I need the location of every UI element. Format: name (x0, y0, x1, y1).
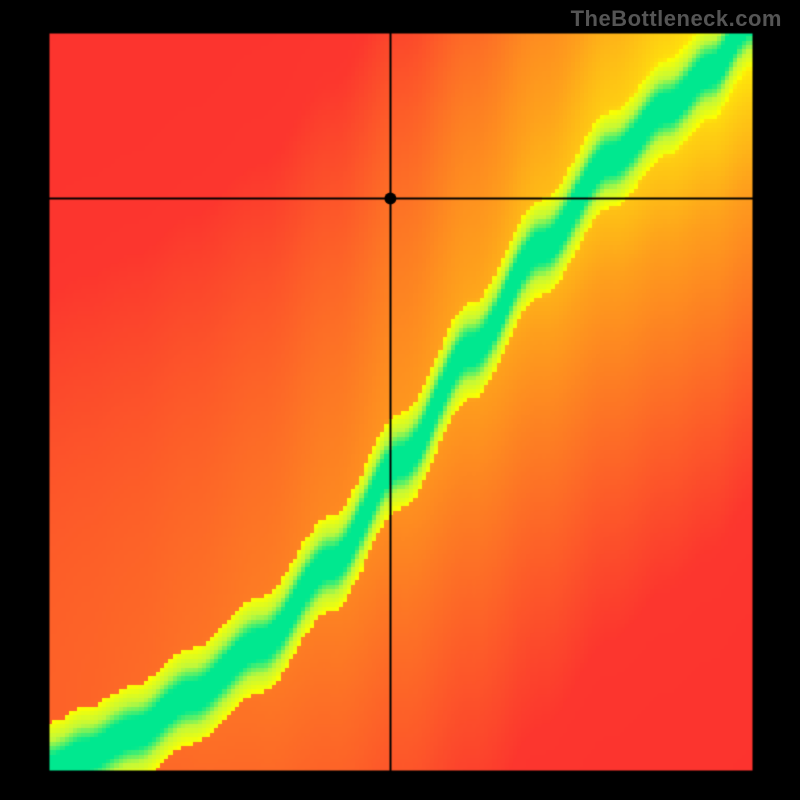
chart-container: { "meta": { "source_watermark": "TheBott… (0, 0, 800, 800)
watermark-text: TheBottleneck.com (571, 6, 782, 32)
crosshair-overlay (48, 32, 754, 772)
